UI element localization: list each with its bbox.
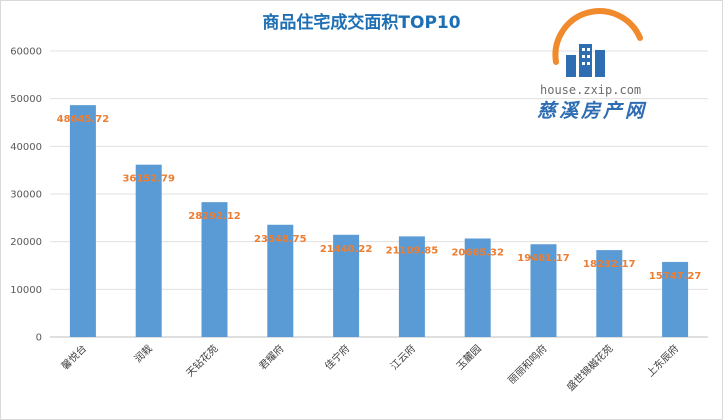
bar	[464, 238, 491, 337]
y-tick-label: 50000	[10, 94, 42, 105]
bar	[333, 234, 360, 337]
data-label: 15747.27	[649, 271, 702, 282]
bar	[69, 105, 96, 337]
x-tick-label: 盛世锦樾花苑	[564, 342, 616, 394]
chart-title: 商品住宅成交面积TOP10	[262, 13, 461, 33]
x-tick-label: 江云府	[388, 342, 418, 372]
bar	[662, 261, 689, 337]
data-label: 48645.72	[57, 114, 110, 125]
x-tick-label: 佳宁府	[322, 342, 352, 372]
data-labels: 48645.72 36152.79 28292.12 23548.75 21440.22…	[57, 114, 702, 282]
y-tick-label: 30000	[10, 190, 42, 201]
x-tick-label: 上东辰府	[644, 342, 681, 379]
bar-series	[69, 105, 689, 337]
data-label: 21109.85	[386, 245, 439, 256]
building-sun-logo-icon	[552, 8, 643, 77]
data-label: 20665.32	[451, 247, 504, 258]
x-tick-label: 玉麓园	[453, 342, 483, 372]
bar	[398, 236, 425, 337]
y-tick-label: 0	[36, 333, 42, 344]
y-tick-label: 60000	[10, 47, 42, 58]
y-axis: 0 10000 20000 30000 40000 50000 60000	[10, 47, 42, 344]
x-tick-label: 馨悦台	[59, 342, 89, 372]
y-tick-label: 20000	[10, 237, 42, 248]
data-label: 36152.79	[122, 174, 175, 185]
data-label: 23548.75	[254, 234, 307, 245]
y-tick-label: 10000	[10, 285, 42, 296]
watermark-site-name: 慈溪房产网	[537, 100, 648, 122]
x-tick-label: 君耀府	[256, 342, 286, 372]
data-label: 19461.17	[517, 253, 570, 264]
y-tick-label: 40000	[10, 142, 42, 153]
x-tick-label: 润栽	[131, 342, 154, 365]
watermark-url: house.zxip.com	[540, 83, 642, 97]
data-label: 28292.12	[188, 211, 241, 222]
bar	[267, 224, 294, 337]
x-tick-label: 天钻花苑	[183, 342, 220, 379]
bar	[201, 202, 228, 337]
data-label: 18232.17	[583, 259, 636, 270]
x-axis: 馨悦台 润栽 天钻花苑 君耀府 佳宁府 江云府 玉麓园 丽丽和鸣府 盛世锦樾花苑 上东辰府	[59, 342, 682, 394]
bar	[135, 164, 162, 337]
data-label: 21440.22	[320, 244, 373, 255]
bar	[530, 244, 557, 337]
x-tick-label: 丽丽和鸣府	[505, 342, 550, 387]
bar	[596, 250, 623, 337]
